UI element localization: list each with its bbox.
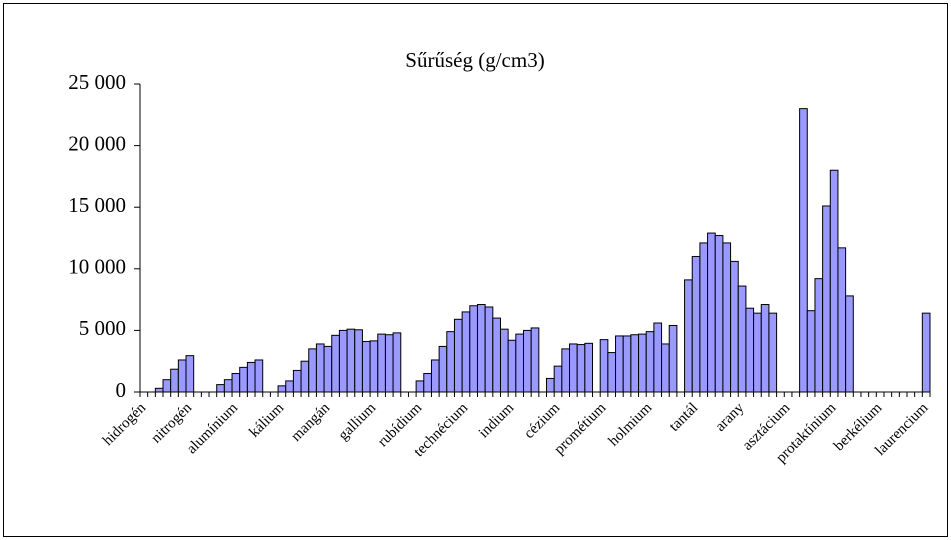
- bar: [837, 247, 847, 393]
- bar: [921, 312, 931, 393]
- y-tick-label: 10 000: [68, 255, 126, 279]
- bar: [668, 324, 678, 393]
- bar: [530, 327, 540, 393]
- bar: [277, 385, 287, 393]
- bar: [354, 329, 363, 393]
- bar: [492, 317, 501, 393]
- bar: [231, 373, 241, 393]
- bar: [684, 279, 693, 393]
- bar: [622, 335, 632, 393]
- bar: [599, 339, 609, 393]
- y-tick-label: 25 000: [68, 70, 126, 94]
- bar: [845, 295, 854, 393]
- bar: [392, 332, 402, 393]
- bar: [177, 359, 187, 393]
- bar: [760, 304, 770, 393]
- bar: [691, 255, 701, 393]
- chart-title: Sűrűség (g/cm3): [405, 48, 544, 72]
- bar: [415, 380, 425, 393]
- bar: [546, 377, 555, 393]
- bar: [423, 373, 432, 393]
- bar: [630, 334, 640, 393]
- bar: [569, 343, 578, 393]
- bar: [323, 345, 333, 393]
- bar: [515, 333, 524, 393]
- y-tick-label: 20 000: [68, 131, 126, 155]
- bar: [239, 366, 248, 393]
- bar: [507, 339, 517, 393]
- bar: [814, 278, 824, 393]
- bar: [707, 232, 716, 393]
- bar: [829, 169, 839, 393]
- bar: [799, 108, 808, 393]
- y-tick-label: 0: [116, 378, 127, 402]
- bar: [737, 285, 747, 393]
- bar: [561, 348, 571, 393]
- bar: [446, 331, 455, 393]
- bar: [154, 387, 164, 393]
- bar: [461, 311, 471, 393]
- bar: [300, 360, 310, 393]
- bar: [216, 384, 225, 393]
- bar: [438, 345, 448, 393]
- bar: [430, 359, 440, 393]
- bar: [753, 312, 762, 393]
- bar: [745, 307, 755, 393]
- bar: [553, 365, 563, 393]
- bar: [653, 322, 663, 393]
- bar: [822, 205, 831, 393]
- y-tick-label: 5 000: [79, 316, 126, 340]
- bar: [185, 355, 195, 393]
- bar: [377, 333, 386, 393]
- bar: [615, 335, 624, 393]
- bar: [369, 340, 379, 393]
- bar: [338, 329, 348, 393]
- bar: [645, 331, 655, 393]
- bar: [768, 312, 778, 393]
- bar: [699, 242, 709, 393]
- chart-border: [3, 3, 948, 537]
- bar: [522, 329, 532, 393]
- bar: [607, 352, 617, 393]
- bar: [254, 359, 264, 393]
- bar: [170, 368, 179, 393]
- bar: [331, 334, 340, 393]
- bar: [484, 306, 494, 393]
- bar: [661, 343, 670, 393]
- bar: [722, 242, 732, 393]
- bar: [730, 260, 739, 393]
- bar: [346, 328, 356, 393]
- bar: [223, 379, 233, 393]
- bar: [714, 235, 724, 393]
- bar: [469, 305, 478, 393]
- bar: [806, 310, 816, 393]
- bar: [162, 379, 172, 393]
- bar: [361, 340, 371, 393]
- bar: [584, 342, 594, 393]
- y-tick-label: 15 000: [68, 193, 126, 217]
- bar: [315, 343, 325, 393]
- bar: [453, 318, 463, 393]
- bar: [246, 361, 256, 393]
- bar: [285, 380, 294, 393]
- bar: [308, 348, 317, 393]
- bar: [499, 328, 509, 393]
- bar: [384, 334, 394, 393]
- bar: [576, 344, 586, 393]
- bar: [476, 304, 486, 393]
- bar: [292, 369, 302, 393]
- bar: [638, 333, 647, 393]
